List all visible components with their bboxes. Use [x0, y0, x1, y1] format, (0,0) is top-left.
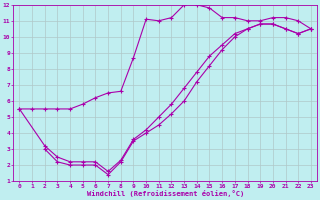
X-axis label: Windchill (Refroidissement éolien,°C): Windchill (Refroidissement éolien,°C): [86, 190, 244, 197]
